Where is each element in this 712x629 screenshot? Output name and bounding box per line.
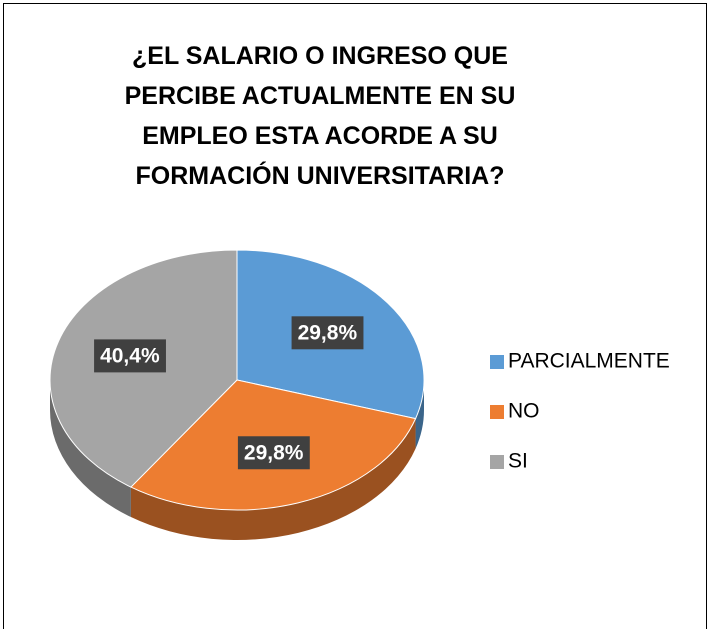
legend-swatch [490, 355, 504, 369]
legend-label: NO [508, 400, 540, 423]
data-label: 29,8% [298, 321, 358, 344]
chart-frame [3, 3, 707, 629]
data-label: 40,4% [100, 344, 160, 367]
data-label: 29,8% [244, 441, 304, 464]
pie-slice-side [50, 380, 131, 518]
legend-label: PARCIALMENTE [508, 350, 670, 373]
legend-swatch [490, 455, 504, 469]
data-label-box [237, 436, 310, 470]
data-label-box [291, 316, 364, 350]
legend-swatch [490, 405, 504, 419]
legend-label: SI [508, 450, 528, 473]
pie-slice-side [130, 418, 416, 541]
data-label-box [94, 339, 166, 373]
pie-slice-side [415, 380, 424, 449]
chart-title: ¿EL SALARIO O INGRESO QUE PERCIBE ACTUAL… [124, 42, 516, 190]
